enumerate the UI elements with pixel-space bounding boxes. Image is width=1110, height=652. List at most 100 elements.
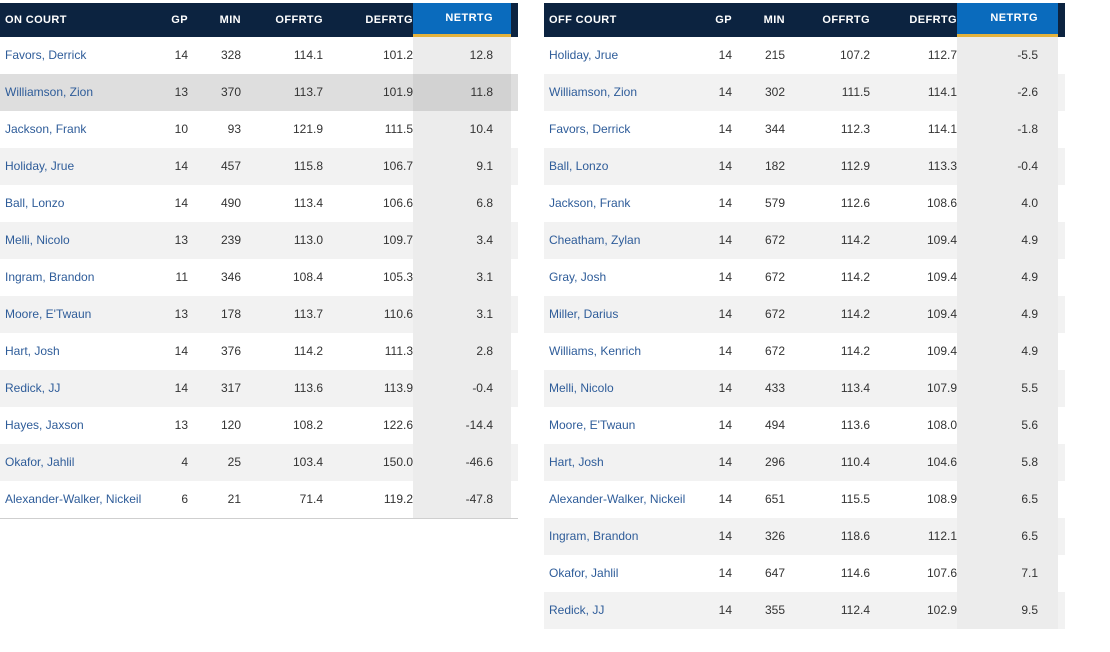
player-link[interactable]: Hart, Josh — [5, 344, 60, 358]
cell-netrtg: 3.1 — [413, 259, 511, 296]
cell-gp: 14 — [718, 85, 732, 99]
cell-netrtg: -46.6 — [413, 444, 511, 481]
cell-offrtg: 107.2 — [839, 48, 870, 62]
cell-gp: 14 — [718, 492, 732, 506]
cell-offrtg: 113.7 — [293, 307, 323, 321]
cell-min: 21 — [227, 492, 241, 506]
on-court-table: ON COURT GP MIN OFFRTG DEFRTG NETRTG Favors, … — [0, 3, 518, 519]
cell-defrtg: 111.5 — [384, 122, 413, 136]
table-row: Alexander-Walker, Nickeil 14 651 115.5 108.9… — [544, 481, 1065, 518]
cell-defrtg: 109.4 — [926, 344, 957, 358]
cell-gp: 14 — [718, 270, 732, 284]
table-row: Ball, Lonzo 14 490 113.4 106.6 6.8 — [0, 185, 518, 222]
player-link[interactable]: Jackson, Frank — [549, 196, 631, 210]
cell-gp: 4 — [181, 455, 188, 469]
cell-defrtg: 108.0 — [926, 418, 957, 432]
cell-gp: 14 — [718, 418, 732, 432]
player-link[interactable]: Williams, Kenrich — [549, 344, 642, 358]
cell-offrtg: 114.2 — [840, 233, 870, 247]
column-header-defrtg[interactable]: DEFRTG — [365, 14, 413, 26]
cell-netrtg: 11.8 — [413, 74, 511, 111]
cell-gp: 14 — [174, 344, 188, 358]
cell-netrtg: -0.4 — [413, 370, 511, 407]
table-row: Favors, Derrick 14 328 114.1 101.2 12.8 — [0, 37, 518, 74]
cell-offrtg: 114.6 — [840, 566, 870, 580]
player-link[interactable]: Hayes, Jaxson — [5, 418, 84, 432]
player-link[interactable]: Moore, E'Twaun — [549, 418, 636, 432]
player-link[interactable]: Moore, E'Twaun — [5, 307, 92, 321]
cell-defrtg: 150.0 — [382, 455, 413, 469]
cell-min: 672 — [764, 307, 785, 321]
player-link[interactable]: Alexander-Walker, Nickeil — [5, 492, 142, 506]
cell-netrtg: -0.4 — [957, 148, 1058, 185]
player-link[interactable]: Holiday, Jrue — [549, 48, 619, 62]
cell-defrtg: 111.3 — [384, 344, 413, 358]
column-header-min[interactable]: MIN — [763, 14, 785, 26]
cell-offrtg: 113.0 — [293, 233, 323, 247]
table-row: Williamson, Zion 13 370 113.7 101.9 11.8 — [0, 74, 518, 111]
player-link[interactable]: Cheatham, Zylan — [549, 233, 641, 247]
player-link[interactable]: Ball, Lonzo — [549, 159, 609, 173]
player-link[interactable]: Redick, JJ — [5, 381, 61, 395]
cell-offrtg: 113.4 — [293, 196, 323, 210]
column-header-netrtg[interactable]: NETRTG — [957, 3, 1058, 37]
player-link[interactable]: Jackson, Frank — [5, 122, 87, 136]
cell-defrtg: 109.4 — [926, 307, 957, 321]
column-header-offrtg[interactable]: OFFRTG — [822, 14, 870, 26]
player-link[interactable]: Melli, Nicolo — [549, 381, 614, 395]
player-link[interactable]: Alexander-Walker, Nickeil — [549, 492, 686, 506]
table-body: Favors, Derrick 14 328 114.1 101.2 12.8 Willia… — [0, 37, 518, 519]
cell-min: 120 — [220, 418, 241, 432]
cell-defrtg: 119.2 — [383, 492, 413, 506]
player-link[interactable]: Favors, Derrick — [549, 122, 631, 136]
cell-gp: 14 — [174, 381, 188, 395]
table-row: Ingram, Brandon 11 346 108.4 105.3 3.1 — [0, 259, 518, 296]
player-link[interactable]: Williamson, Zion — [5, 85, 94, 99]
cell-defrtg: 112.7 — [927, 48, 957, 62]
player-link[interactable]: Ball, Lonzo — [5, 196, 65, 210]
column-header-defrtg[interactable]: DEFRTG — [909, 14, 957, 26]
column-header-gp[interactable]: GP — [171, 14, 188, 26]
cell-offrtg: 108.2 — [292, 418, 323, 432]
cell-offrtg: 103.4 — [292, 455, 323, 469]
cell-min: 494 — [764, 418, 785, 432]
column-header-min[interactable]: MIN — [219, 14, 241, 26]
player-link[interactable]: Ingram, Brandon — [5, 270, 95, 284]
player-link[interactable]: Hart, Josh — [549, 455, 604, 469]
cell-netrtg: 4.0 — [957, 185, 1058, 222]
cell-gp: 14 — [718, 233, 732, 247]
cell-gp: 14 — [174, 196, 188, 210]
cell-offrtg: 108.4 — [292, 270, 323, 284]
cell-gp: 14 — [718, 455, 732, 469]
cell-netrtg: 10.4 — [413, 111, 511, 148]
column-header-netrtg[interactable]: NETRTG — [413, 3, 511, 37]
table-header: OFF COURT GP MIN OFFRTG DEFRTG NETRTG — [544, 3, 1065, 37]
player-link[interactable]: Redick, JJ — [549, 603, 605, 617]
cell-defrtg: 105.3 — [382, 270, 413, 284]
cell-netrtg: 4.9 — [957, 222, 1058, 259]
cell-defrtg: 113.9 — [383, 381, 413, 395]
player-link[interactable]: Favors, Derrick — [5, 48, 87, 62]
player-link[interactable]: Okafor, Jahlil — [549, 566, 619, 580]
cell-gp: 14 — [174, 159, 188, 173]
cell-min: 25 — [227, 455, 241, 469]
player-link[interactable]: Miller, Darius — [549, 307, 619, 321]
cell-gp: 14 — [718, 603, 732, 617]
cell-defrtg: 112.1 — [927, 529, 957, 543]
column-header-player[interactable]: OFF COURT — [549, 14, 617, 26]
player-link[interactable]: Ingram, Brandon — [549, 529, 639, 543]
column-header-offrtg[interactable]: OFFRTG — [275, 14, 323, 26]
player-link[interactable]: Williamson, Zion — [549, 85, 638, 99]
player-link[interactable]: Holiday, Jrue — [5, 159, 75, 173]
cell-gp: 14 — [718, 307, 732, 321]
player-link[interactable]: Melli, Nicolo — [5, 233, 70, 247]
player-link[interactable]: Okafor, Jahlil — [5, 455, 75, 469]
table-row: Ball, Lonzo 14 182 112.9 113.3 -0.4 — [544, 148, 1065, 185]
cell-offrtg: 71.4 — [299, 492, 323, 506]
cell-gp: 13 — [174, 307, 188, 321]
cell-offrtg: 112.3 — [840, 122, 870, 136]
column-header-gp[interactable]: GP — [715, 14, 732, 26]
player-link[interactable]: Gray, Josh — [549, 270, 607, 284]
column-header-player[interactable]: ON COURT — [5, 14, 67, 26]
cell-min: 344 — [764, 122, 785, 136]
